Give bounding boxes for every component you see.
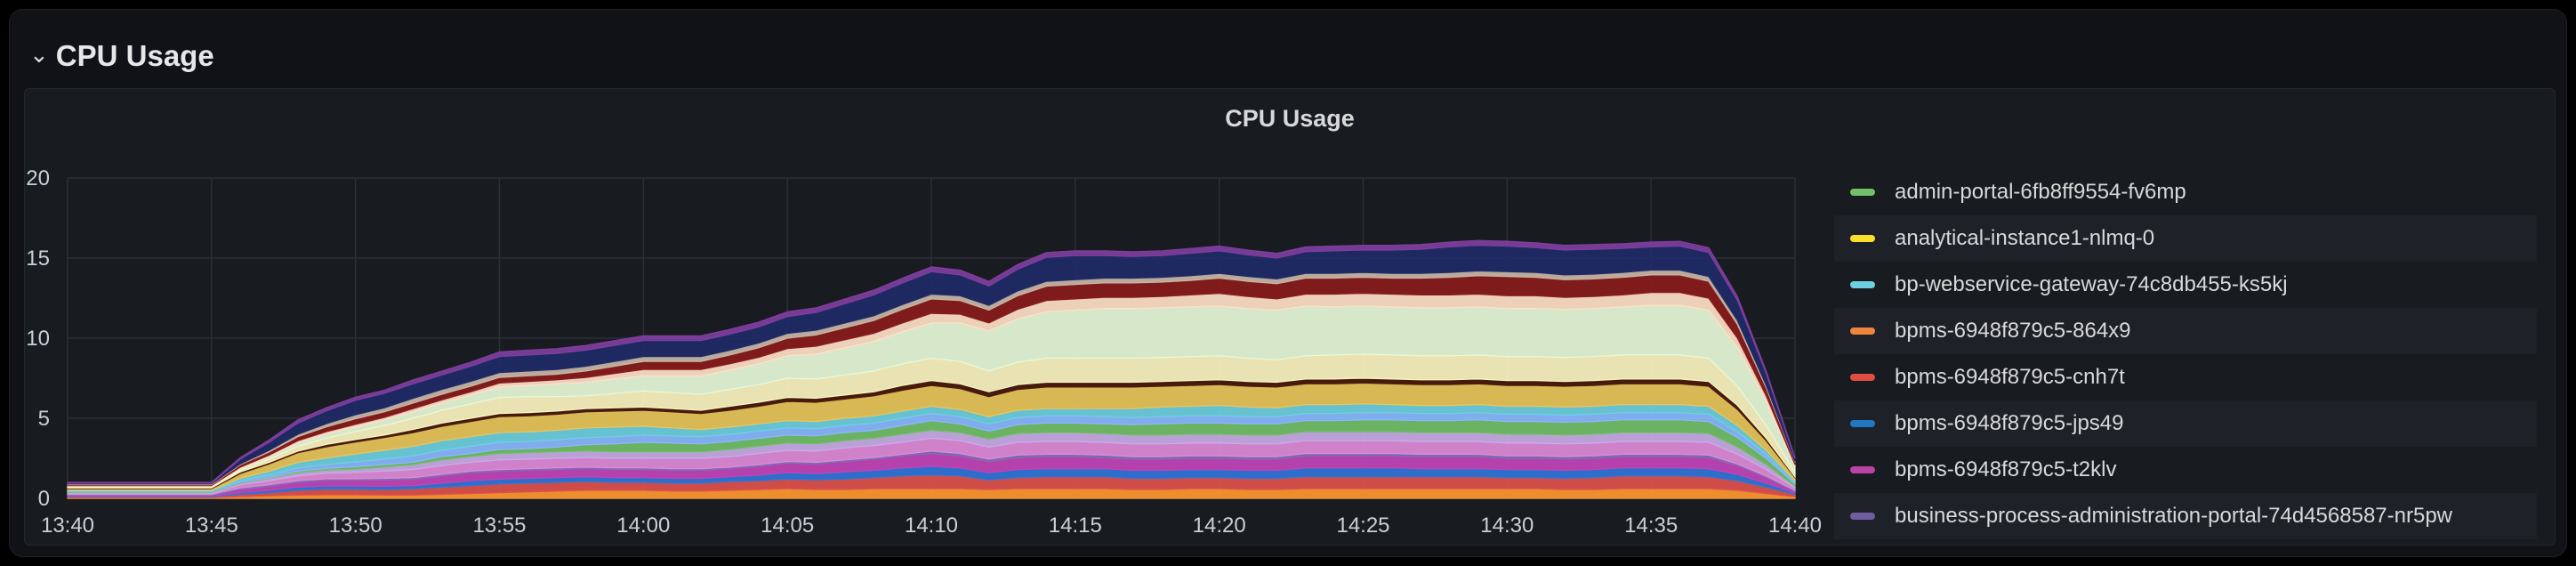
x-tick-label: 14:25 bbox=[1336, 513, 1389, 538]
legend-swatch bbox=[1850, 235, 1875, 242]
legend-label: bpms-6948f879c5-jps49 bbox=[1895, 411, 2124, 435]
legend-item[interactable]: bpms-6948f879c5-864x9 bbox=[1834, 308, 2537, 354]
legend-item[interactable]: bpms-6948f879c5-t2klv bbox=[1834, 447, 2537, 493]
y-axis: 0 5 10 15 20 bbox=[26, 166, 50, 511]
legend-item[interactable]: analytical-instance1-nlmq-0 bbox=[1834, 215, 2537, 262]
row-title[interactable]: CPU Usage bbox=[55, 39, 214, 72]
y-tick-label: 15 bbox=[26, 247, 50, 271]
legend-item[interactable]: bpms-6948f879c5-cnh7t bbox=[1834, 354, 2537, 400]
legend-item[interactable]: bp-webservice-gateway-74c8db455-ks5kj bbox=[1834, 262, 2537, 308]
x-tick-label: 14:15 bbox=[1049, 513, 1102, 538]
legend-swatch bbox=[1850, 420, 1875, 427]
legend-item[interactable]: business-process-administration-portal-7… bbox=[1834, 493, 2537, 539]
legend-swatch bbox=[1850, 327, 1875, 335]
dashboard-row: ⌄ CPU Usage CPU Usage 0 5 10 15 20 13:40 13:4… bbox=[9, 9, 2567, 557]
x-tick-label: 13:40 bbox=[41, 513, 94, 538]
chart-areas bbox=[67, 239, 1796, 499]
x-tick-label: 14:35 bbox=[1624, 513, 1678, 538]
legend-label: analytical-instance1-nlmq-0 bbox=[1895, 226, 2155, 250]
x-tick-label: 14:40 bbox=[1768, 513, 1822, 538]
legend-swatch bbox=[1850, 513, 1875, 520]
legend-swatch bbox=[1850, 466, 1875, 473]
cpu-usage-panel: CPU Usage 0 5 10 15 20 13:40 13:45 13:50 13:55 1… bbox=[24, 88, 2556, 546]
y-tick-label: 5 bbox=[38, 407, 50, 431]
legend-item[interactable]: admin-portal-6fb8ff9554-fv6mp bbox=[1834, 169, 2537, 215]
series-area[interactable] bbox=[67, 239, 1796, 484]
legend-label: bpms-6948f879c5-864x9 bbox=[1895, 319, 2131, 343]
chevron-down-icon[interactable]: ⌄ bbox=[29, 41, 49, 68]
x-tick-label: 13:50 bbox=[329, 513, 382, 538]
legend-swatch bbox=[1850, 281, 1875, 288]
y-tick-label: 20 bbox=[26, 166, 50, 190]
legend-label: bpms-6948f879c5-cnh7t bbox=[1895, 365, 2125, 389]
legend-item[interactable]: bpms-6948f879c5-jps49 bbox=[1834, 400, 2537, 447]
legend-swatch bbox=[1850, 189, 1875, 196]
x-axis: 13:40 13:45 13:50 13:55 14:00 14:05 14:10 14:15… bbox=[41, 513, 1822, 538]
row-header[interactable]: ⌄ CPU Usage bbox=[29, 35, 214, 77]
legend-swatch bbox=[1850, 374, 1875, 381]
x-tick-label: 14:30 bbox=[1480, 513, 1534, 538]
x-tick-label: 14:20 bbox=[1193, 513, 1246, 538]
legend-label: bpms-6948f879c5-t2klv bbox=[1895, 457, 2117, 481]
y-tick-label: 10 bbox=[26, 327, 50, 351]
x-tick-label: 14:10 bbox=[905, 513, 958, 538]
legend-label: bp-webservice-gateway-74c8db455-ks5kj bbox=[1895, 272, 2288, 296]
legend-label: admin-portal-6fb8ff9554-fv6mp bbox=[1895, 180, 2186, 204]
panel-title[interactable]: CPU Usage bbox=[1225, 105, 1355, 132]
legend-label: business-process-administration-portal-7… bbox=[1895, 504, 2452, 528]
y-tick-label: 0 bbox=[38, 487, 50, 511]
x-tick-label: 13:45 bbox=[185, 513, 238, 538]
x-tick-label: 14:00 bbox=[616, 513, 670, 538]
chart-legend: admin-portal-6fb8ff9554-fv6mp analytical-… bbox=[1834, 169, 2537, 539]
x-tick-label: 14:05 bbox=[761, 513, 814, 538]
x-tick-label: 13:55 bbox=[472, 513, 526, 538]
